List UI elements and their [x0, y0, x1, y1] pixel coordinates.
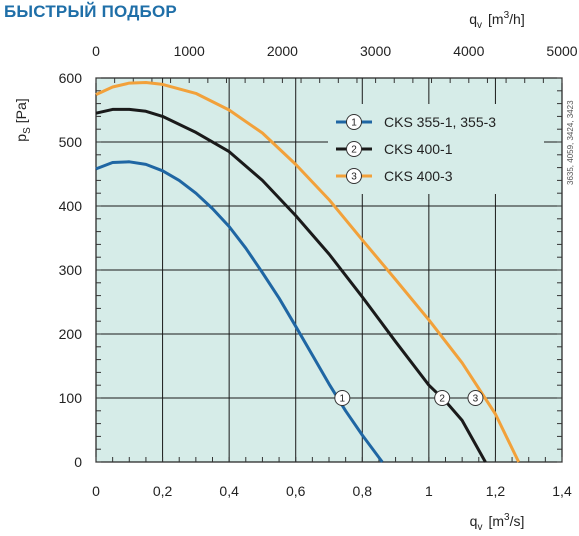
page-heading: БЫСТРЫЙ ПОДБОР [4, 2, 177, 21]
x-tick-label: 1,4 [552, 483, 572, 499]
x-axis-label-unit-pre: [m [488, 513, 504, 529]
x-tick-label: 0,2 [153, 483, 173, 499]
series-marker-label-1: 1 [340, 394, 346, 405]
series-marker-label-3: 3 [473, 394, 479, 405]
y-tick-label: 500 [59, 134, 83, 150]
legend-marker-label-2: 2 [351, 145, 357, 156]
legend-label-2: CKS 400-1 [384, 141, 453, 157]
series-marker-2 [434, 390, 451, 406]
y-axis-label-sub: S [22, 127, 33, 134]
legend-label-1: CKS 355-1, 355-3 [384, 114, 496, 130]
series-markers: 1 2 3 [334, 390, 484, 406]
x2-axis-label-unit-post: /h] [509, 11, 525, 27]
series-marker-label-2: 2 [439, 394, 445, 405]
x-tick-label: 0,4 [219, 483, 239, 499]
x2-tick-label: 0 [92, 43, 100, 59]
legend-marker-3 [346, 168, 362, 184]
legend: 1 CKS 355-1, 355-3 2 CKS 400-1 3 CKS 400-3 [328, 104, 544, 194]
legend-marker-label-1: 1 [351, 118, 357, 129]
x-tick-label: 1,2 [486, 483, 506, 499]
x2-tick-label: 3000 [360, 43, 391, 59]
x-axis-label-unit-post: /s] [510, 513, 525, 529]
y-axis-label-main: p [13, 134, 29, 142]
side-code: 3635, 4059, 3424, 3423 [566, 100, 575, 185]
x-tick-label: 0,8 [353, 483, 373, 499]
y-tick-label: 200 [59, 326, 83, 342]
x-tick-label: 0 [92, 483, 100, 499]
y-tick-label: 0 [74, 454, 82, 470]
x2-axis-label-unit-sup: 3 [504, 10, 510, 21]
y-tick-label: 100 [59, 390, 83, 406]
legend-marker-1 [346, 114, 362, 130]
x-axis-label-unit-sup: 3 [504, 512, 510, 523]
x-axis-label-main: q [470, 513, 478, 529]
y-tick-label: 600 [59, 70, 83, 86]
x2-axis-label: qv [m3/h] [469, 10, 525, 31]
y-tick-label: 400 [59, 198, 83, 214]
x2-tick-label: 4000 [453, 43, 484, 59]
x2-axis-label-unit-pre: [m [488, 11, 504, 27]
minor-ticks [95, 77, 563, 463]
x-tick-label: 0,6 [286, 483, 306, 499]
x2-axis-label-main: q [469, 11, 477, 27]
x2-tick-label: 2000 [267, 43, 298, 59]
series-line-3 [95, 81, 521, 463]
legend-label-3: CKS 400-3 [384, 168, 453, 184]
legend-marker-label-3: 3 [351, 172, 357, 183]
y-axis-label: pS [Pa] [13, 98, 33, 141]
y-tick-label: 300 [59, 262, 83, 278]
x2-tick-label: 5000 [546, 43, 577, 59]
y-axis-label-unit: [Pa] [13, 98, 29, 123]
x2-axis-label-sub: v [477, 20, 482, 31]
x-tick-label: 1 [425, 483, 433, 499]
legend-marker-2 [346, 141, 362, 157]
x-axis-label-sub: v [477, 522, 482, 533]
x2-tick-label: 1000 [174, 43, 205, 59]
series-marker-1 [334, 390, 351, 406]
tick-labels: 0 0,2 0,4 0,6 0,8 1 1,2 1,40 1000 2000 3000 4000 500… [59, 43, 578, 499]
x-axis-label: qv [m3/s] [470, 512, 525, 533]
series-line-1 [95, 160, 384, 463]
series-marker-3 [467, 390, 484, 406]
